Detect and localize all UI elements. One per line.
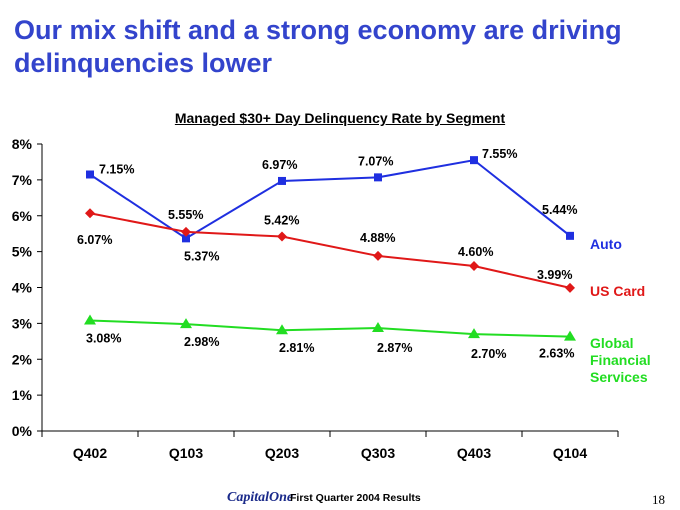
legend-label: Financial bbox=[590, 352, 651, 368]
gfs-point-marker bbox=[372, 322, 384, 333]
x-tick-label: Q303 bbox=[361, 445, 395, 461]
legend-label: Services bbox=[590, 369, 648, 385]
data-label: 3.08% bbox=[86, 332, 121, 346]
auto-point-marker bbox=[470, 156, 478, 165]
y-tick-label: 1% bbox=[12, 387, 33, 403]
x-tick-label: Q402 bbox=[73, 445, 107, 461]
series-line-1 bbox=[89, 212, 571, 289]
data-label: 2.81% bbox=[279, 341, 314, 355]
us-card-point-marker bbox=[181, 226, 191, 237]
x-tick-label: Q103 bbox=[169, 445, 203, 461]
legend-label: Global bbox=[590, 335, 634, 351]
us-card-point-marker bbox=[469, 260, 479, 271]
auto-point-marker bbox=[566, 231, 574, 240]
gfs-point-marker bbox=[468, 328, 480, 339]
delinquency-line-chart: 0% 1% 2% 3% 4% 5% 6% 7% 8% Q402 Q103 Q203 Q303 Q403 Q1… bbox=[12, 136, 651, 461]
auto-point-marker bbox=[86, 170, 94, 179]
data-label: 2.70% bbox=[471, 347, 506, 361]
capital-one-logo: CapitalOne bbox=[227, 490, 294, 505]
x-tick-label: Q403 bbox=[457, 445, 491, 461]
y-tick-label: 2% bbox=[12, 351, 33, 367]
data-label: 4.60% bbox=[458, 245, 493, 259]
legend-label: Auto bbox=[590, 236, 622, 252]
x-tick-label: Q104 bbox=[553, 445, 587, 461]
x-tick-label: Q203 bbox=[265, 445, 299, 461]
data-label: 2.87% bbox=[377, 341, 412, 355]
gfs-point-marker bbox=[276, 324, 288, 335]
y-tick-label: 5% bbox=[12, 244, 33, 260]
us-card-point-marker bbox=[565, 282, 575, 293]
y-tick-label: 3% bbox=[12, 315, 33, 331]
series-line-2 bbox=[89, 319, 571, 338]
y-tick-label: 4% bbox=[12, 280, 33, 296]
auto-point-marker bbox=[278, 176, 286, 185]
y-tick-label: 8% bbox=[12, 136, 33, 152]
y-tick-label: 0% bbox=[12, 423, 33, 439]
data-label: 3.99% bbox=[537, 268, 572, 282]
data-label: 5.42% bbox=[264, 214, 299, 228]
data-label: 6.07% bbox=[77, 233, 112, 247]
auto-point-marker bbox=[182, 234, 190, 243]
data-label: 2.98% bbox=[184, 335, 219, 349]
data-label: 5.37% bbox=[184, 249, 219, 263]
data-label: 5.55% bbox=[168, 208, 203, 222]
auto-point-marker bbox=[374, 173, 382, 182]
data-label: 5.44% bbox=[542, 203, 577, 217]
slide-title: Our mix shift and a strong economy are d… bbox=[14, 15, 622, 78]
gfs-point-marker bbox=[84, 314, 96, 325]
data-label: 7.15% bbox=[99, 162, 134, 176]
data-label: 6.97% bbox=[262, 158, 297, 172]
gfs-point-marker bbox=[180, 318, 192, 329]
y-tick-label: 6% bbox=[12, 208, 33, 224]
data-label: 7.55% bbox=[482, 147, 517, 161]
legend-label: US Card bbox=[590, 283, 645, 299]
footer-text: First Quarter 2004 Results bbox=[290, 492, 421, 504]
us-card-point-marker bbox=[277, 231, 287, 242]
data-label: 2.63% bbox=[539, 347, 574, 361]
page-number: 18 bbox=[652, 492, 665, 507]
y-tick-label: 7% bbox=[12, 172, 33, 188]
us-card-point-marker bbox=[85, 208, 95, 219]
series-line-0 bbox=[89, 159, 571, 240]
data-label: 7.07% bbox=[358, 154, 393, 168]
gfs-point-marker bbox=[564, 330, 576, 341]
data-label: 4.88% bbox=[360, 231, 395, 245]
us-card-point-marker bbox=[373, 250, 383, 261]
chart-title: Managed $30+ Day Delinquency Rate by Seg… bbox=[174, 110, 506, 126]
